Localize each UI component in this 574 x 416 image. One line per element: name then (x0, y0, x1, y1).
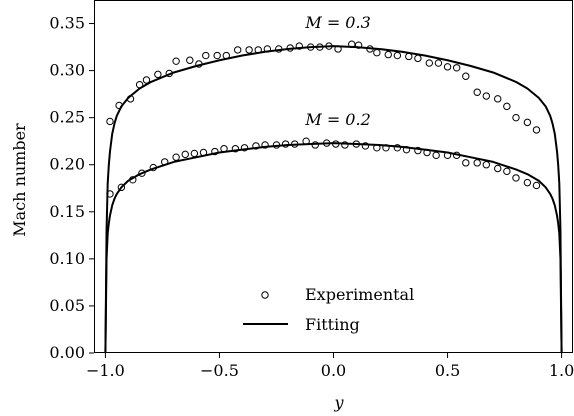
experimental-point-m03 (434, 59, 443, 67)
x-tick-label: 0.0 (321, 361, 346, 380)
experimental-point-m03 (443, 63, 452, 71)
y-tick-label: 0.20 (49, 155, 85, 174)
experimental-point-m02 (462, 159, 470, 167)
experimental-point-m02 (482, 161, 491, 169)
experimental-point-m03 (503, 102, 511, 111)
experimental-point-m03 (414, 54, 422, 63)
experimental-point-m02 (473, 159, 481, 167)
experimental-point-m03 (512, 113, 520, 122)
experimental-point-m03 (245, 46, 253, 54)
experimental-point-m03 (494, 95, 502, 103)
experimental-point-m03 (482, 92, 491, 100)
experimental-point-m02 (523, 178, 532, 187)
annotations: M = 0.3 M = 0.2 (304, 13, 370, 129)
experimental-point-m03 (473, 88, 481, 96)
series-layer (104, 40, 563, 353)
experimental-point-m02 (503, 167, 511, 176)
experimental-point-m03 (462, 72, 470, 80)
y-tick-label: 0.00 (49, 343, 85, 362)
fitting-curve-m03 (104, 45, 563, 353)
experimental-point-m03 (154, 70, 162, 79)
experimental-point-m03 (172, 57, 180, 65)
experimental-point-m02 (172, 153, 180, 161)
legend-experimental-label: Experimental (305, 285, 414, 304)
legend-experimental-marker (261, 291, 269, 299)
experimental-point-m03 (393, 51, 402, 60)
legend-fitting-label: Fitting (305, 315, 360, 334)
experimental-point-m02 (432, 151, 440, 160)
y-axis: 0.00 0.05 0.10 0.15 0.20 0.25 0.30 0.35 (49, 14, 94, 362)
experimental-point-m03 (186, 56, 194, 64)
y-tick-label: 0.10 (49, 249, 85, 268)
experimental-point-m03 (373, 49, 381, 57)
fitting-curve-m02 (104, 142, 563, 353)
mach-annotation: M = 0.2 (304, 110, 370, 129)
experimental-point-m03 (234, 46, 242, 54)
mach-annotation: M = 0.3 (304, 13, 370, 32)
experimental-point-m03 (384, 50, 392, 59)
experimental-point-m03 (202, 51, 210, 60)
experimental-point-m03 (213, 51, 221, 60)
experimental-point-m02 (494, 164, 502, 173)
x-axis-label: y (333, 393, 344, 412)
x-tick-label: −1.0 (86, 361, 125, 380)
y-tick-label: 0.25 (49, 108, 85, 127)
y-tick-label: 0.15 (49, 202, 85, 221)
x-axis: −1.0 −0.5 0.0 0.5 1.0 (86, 353, 574, 380)
x-tick-label: 1.0 (549, 361, 574, 380)
plot-frame (94, 0, 573, 353)
experimental-point-m03 (106, 117, 114, 126)
x-tick-label: −0.5 (200, 361, 239, 380)
experimental-point-m03 (142, 76, 151, 84)
legend: Experimental Fitting (243, 285, 414, 334)
experimental-point-m02 (532, 181, 541, 190)
experimental-point-m03 (452, 64, 461, 72)
x-tick-label: 0.5 (435, 361, 460, 380)
y-tick-label: 0.30 (49, 61, 85, 80)
experimental-point-m02 (512, 174, 520, 182)
experimental-point-m02 (311, 141, 319, 149)
experimental-point-m03 (523, 118, 532, 127)
y-tick-label: 0.05 (49, 296, 85, 315)
experimental-point-m02 (190, 149, 199, 158)
experimental-point-m03 (425, 59, 433, 67)
y-tick-label: 0.35 (49, 14, 85, 33)
experimental-point-m03 (532, 126, 541, 134)
experimental-point-m02 (181, 150, 189, 159)
y-axis-label: Mach number (10, 123, 29, 237)
